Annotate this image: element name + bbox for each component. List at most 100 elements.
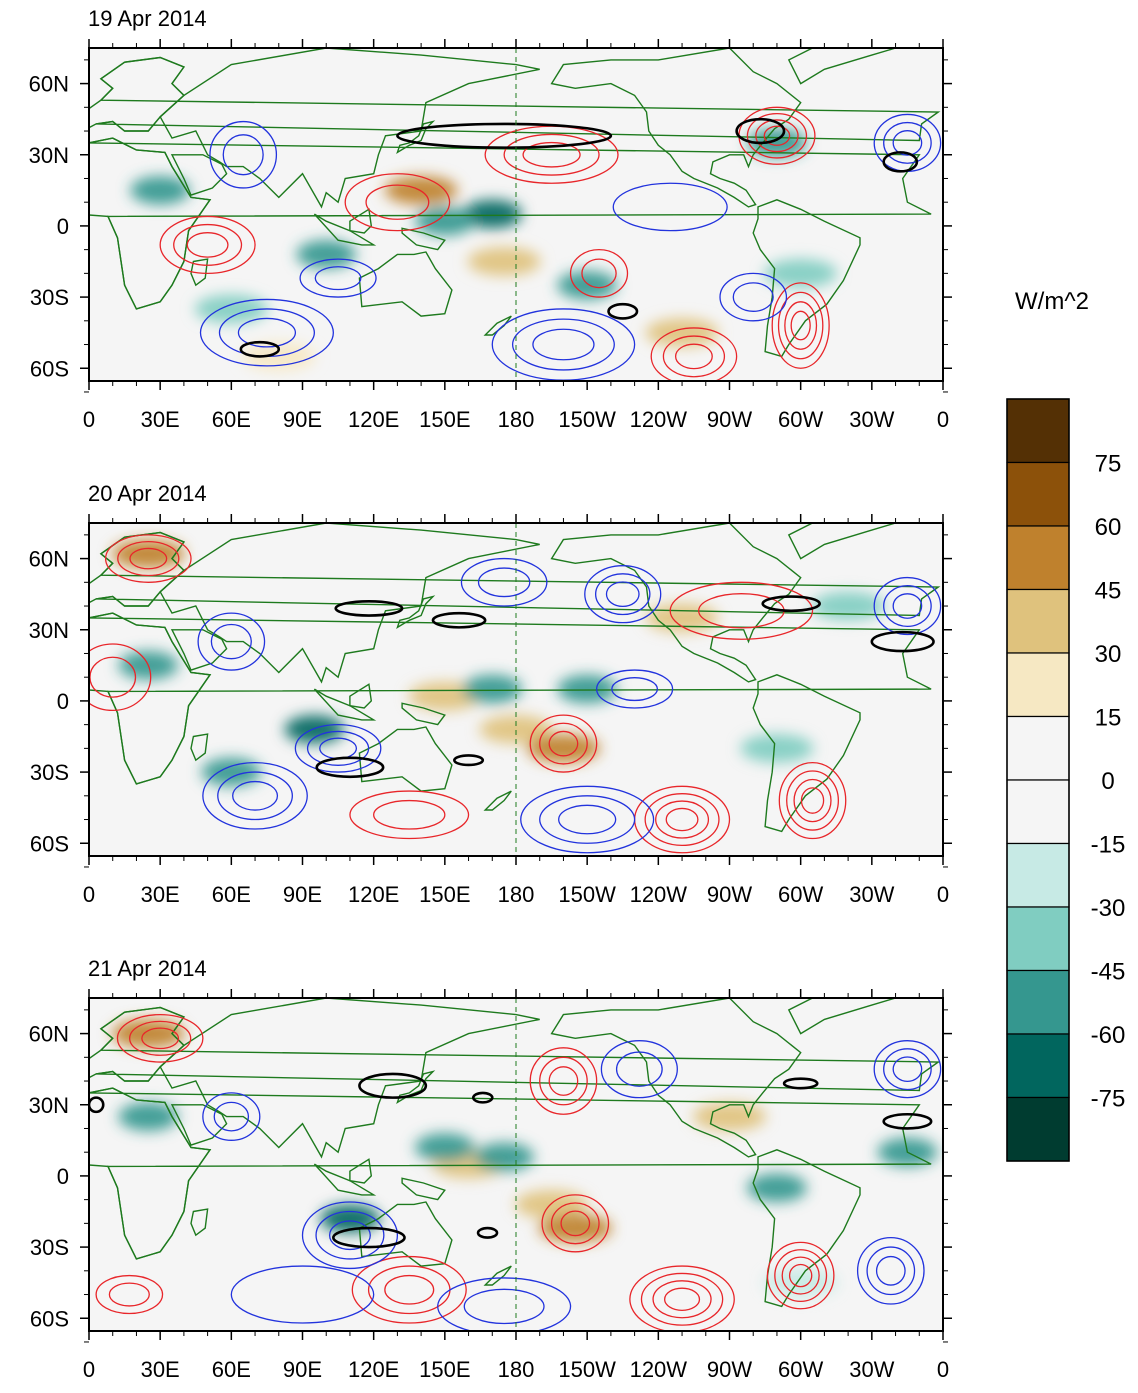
y-tick-label: 60N <box>29 547 69 572</box>
coastline-nz <box>483 790 512 811</box>
threshold-contour <box>358 1072 428 1099</box>
threshold-contour <box>471 1091 494 1104</box>
y-tick-label: 60S <box>30 356 69 381</box>
x-tick-label: 60W <box>778 882 823 907</box>
negative-contour <box>314 266 362 291</box>
positive-anomaly-patch <box>242 342 316 371</box>
x-tick-label: 120E <box>348 407 399 432</box>
colorbar-swatch <box>1006 461 1070 527</box>
negative-contour <box>883 585 932 628</box>
x-tick-label: 150W <box>558 1357 616 1382</box>
coastline-arabia <box>170 154 228 196</box>
y-tick-label: 30S <box>30 285 69 310</box>
negative-anomaly-patch <box>118 1102 179 1131</box>
negative-anomaly-patch <box>284 715 345 744</box>
positive-contour <box>788 1263 813 1288</box>
positive-contour <box>786 770 840 831</box>
y-tick-label: 60N <box>29 72 69 97</box>
positive-anomaly-patch <box>526 734 600 763</box>
negative-contour <box>477 567 531 598</box>
negative-contour <box>511 318 615 371</box>
x-tick-label: 120E <box>348 882 399 907</box>
positive-contour <box>384 1274 435 1305</box>
coastline-indonesia-1 <box>313 688 377 721</box>
map-panel-1: 19 Apr 2014 0 30E 60E 90E 120E 150E 180 150W 120… <box>29 6 952 432</box>
positive-contour <box>104 534 192 583</box>
coastline-n-america <box>550 523 802 683</box>
negative-contour <box>460 557 548 607</box>
positive-contour <box>800 787 825 814</box>
negative-contour <box>232 780 279 811</box>
positive-contour <box>777 291 824 360</box>
positive-contour <box>351 1255 467 1324</box>
negative-contour <box>873 576 942 636</box>
coastline-australia <box>358 1201 453 1267</box>
negative-anomaly-patch <box>414 206 475 236</box>
coastline-indonesia-2 <box>349 208 373 234</box>
positive-contour <box>117 540 180 577</box>
negative-contour <box>213 1101 250 1132</box>
contours <box>159 106 942 381</box>
negative-contour <box>892 1056 923 1083</box>
negative-anomaly-patch <box>764 259 838 288</box>
negative-anomaly-patch <box>130 176 191 205</box>
negative-contour <box>237 317 297 348</box>
negative-contour <box>866 1246 916 1296</box>
contours <box>89 534 942 854</box>
negative-contour <box>230 1265 375 1324</box>
negative-anomaly-patch <box>462 199 523 229</box>
negative-contour <box>719 272 788 322</box>
negative-contour <box>892 130 923 156</box>
positive-contour <box>529 714 598 773</box>
coastline-madagascar <box>190 733 209 762</box>
positive-contour <box>569 248 629 298</box>
coastline-new-guinea <box>401 1177 446 1201</box>
x-tick-label: 0 <box>937 407 949 432</box>
positive-contour <box>778 761 847 840</box>
negative-anomaly-patch <box>462 674 523 704</box>
x-tick-label: 30W <box>849 1357 894 1382</box>
colorbar-swatch <box>1006 652 1070 718</box>
negative-contour <box>217 771 293 821</box>
y-tick-label: 0 <box>57 1164 69 1189</box>
colorbar: 75 60 45 30 15 0 -15 -30 -45 -60 -75 <box>1006 398 1125 1162</box>
coastline-europe-wrap <box>89 56 185 132</box>
x-tick-label: 180 <box>498 1357 535 1382</box>
negative-contour <box>600 1040 678 1099</box>
positive-contour <box>344 173 451 232</box>
x-tick-label: 120W <box>630 1357 688 1382</box>
negative-anomaly-patch <box>194 294 268 324</box>
coastline-greenland <box>787 48 896 85</box>
negative-anomaly-patch <box>747 1173 807 1203</box>
threshold-contour <box>870 630 935 653</box>
coastline-new-guinea <box>401 227 446 251</box>
coastline-s-america <box>752 199 861 358</box>
colorbar-swatch <box>1006 1096 1070 1162</box>
negative-contour <box>306 730 370 766</box>
x-tick-label: 150E <box>419 1357 470 1382</box>
positive-contour <box>539 1056 588 1106</box>
negative-contour <box>209 120 278 189</box>
negative-contour <box>315 1210 385 1260</box>
x-tick-label: 0 <box>937 882 949 907</box>
positive-contour <box>674 343 713 370</box>
negative-anomaly-patch <box>201 757 262 787</box>
positive-contour <box>95 1274 164 1315</box>
map-area-1 <box>89 48 943 381</box>
x-tick-label: 0 <box>83 407 95 432</box>
coastline-japan <box>396 1070 436 1104</box>
colorbar-swatch <box>1006 588 1070 654</box>
positive-contour <box>541 1194 610 1253</box>
colorbar-swatch <box>1006 969 1070 1035</box>
negative-contour <box>558 804 617 835</box>
negative-contour <box>611 677 659 702</box>
x-tick-label: 60E <box>212 882 251 907</box>
negative-contour <box>197 612 266 671</box>
positive-contour <box>669 581 814 640</box>
positive-anomaly-patch <box>479 715 553 744</box>
coastline-australia <box>358 251 453 317</box>
y-tick-label: 30N <box>29 143 69 168</box>
positive-contour <box>560 1210 591 1237</box>
colorbar-swatch <box>1006 842 1070 908</box>
y-tick-label: 30S <box>30 1235 69 1260</box>
